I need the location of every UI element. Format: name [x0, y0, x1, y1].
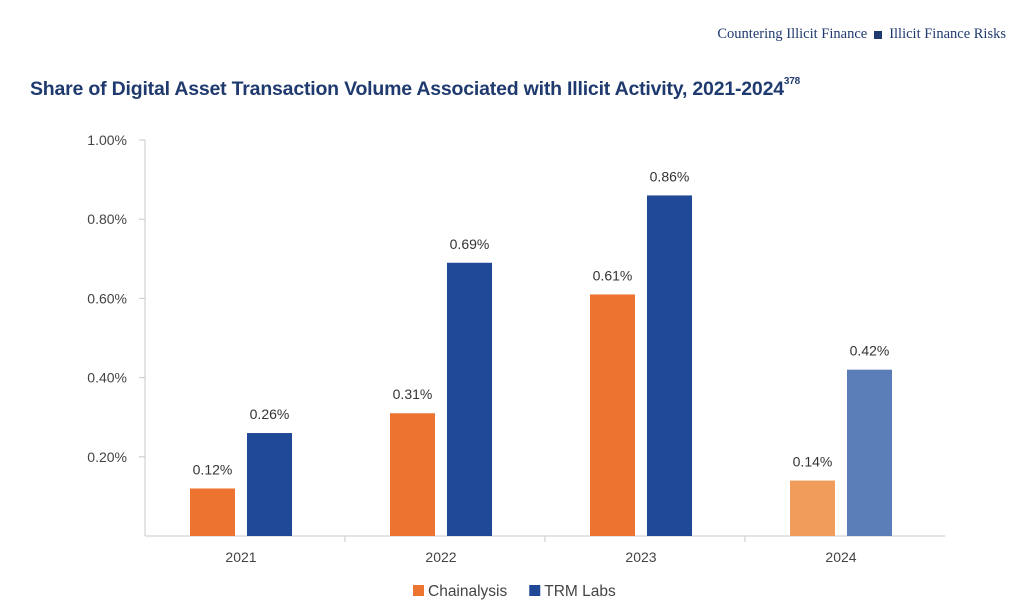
header-subsection[interactable]: Illicit Finance Risks — [889, 26, 1006, 42]
data-label: 0.14% — [793, 454, 833, 470]
x-tick-label: 2021 — [225, 549, 256, 565]
bar-chainalysis-2021 — [190, 488, 235, 536]
y-tick-label: 0.80% — [87, 211, 127, 227]
y-tick-label: 0.40% — [87, 370, 127, 386]
data-label: 0.86% — [650, 168, 690, 184]
legend-label: Chainalysis — [428, 583, 508, 600]
bar-chainalysis-2023 — [590, 294, 635, 536]
bar-trm-labs-2023 — [647, 195, 692, 536]
data-label: 0.61% — [593, 267, 633, 283]
legend-swatch-trm-labs — [529, 585, 541, 596]
data-label: 0.69% — [450, 236, 490, 252]
bar-trm-labs-2021 — [247, 433, 292, 536]
header-nav: Countering Illicit Finance Illicit Finan… — [717, 26, 1006, 43]
y-tick-label: 1.00% — [87, 132, 127, 148]
data-label: 0.42% — [850, 343, 890, 359]
chart-title: Share of Digital Asset Transaction Volum… — [30, 76, 800, 101]
bar-trm-labs-2022 — [447, 262, 492, 536]
header-section[interactable]: Countering Illicit Finance — [717, 26, 868, 42]
x-tick-label: 2024 — [825, 549, 856, 565]
legend-swatch-chainalysis — [413, 585, 424, 596]
data-label: 0.12% — [193, 461, 233, 477]
data-label: 0.31% — [393, 386, 433, 402]
y-tick-label: 0.20% — [87, 449, 127, 465]
bars: 0.12% 0.26% 0.31% 0.69% 0.61% 0.86% 0.14% 0.42% — [190, 168, 892, 536]
bar-trm-labs-2024 — [847, 369, 892, 536]
y-tick-label: 0.60% — [87, 290, 127, 306]
legend: Chainalysis TRM Labs — [413, 583, 616, 600]
separator-square-icon — [874, 30, 883, 39]
x-tick-label: 2023 — [625, 549, 656, 565]
chart-title-text: Share of Digital Asset Transaction Volum… — [30, 78, 784, 100]
data-label: 0.26% — [250, 406, 290, 422]
footnote-reference: 378 — [783, 76, 800, 87]
bar-chainalysis-2024 — [790, 480, 835, 536]
bar-chainalysis-2022 — [390, 413, 435, 536]
legend-label: TRM Labs — [544, 583, 616, 600]
y-axis: 0.20% 0.40% 0.60% 0.80% 1.00% — [87, 132, 146, 536]
x-tick-label: 2022 — [425, 549, 456, 565]
x-axis: 2021 2022 2023 2024 — [145, 535, 945, 565]
